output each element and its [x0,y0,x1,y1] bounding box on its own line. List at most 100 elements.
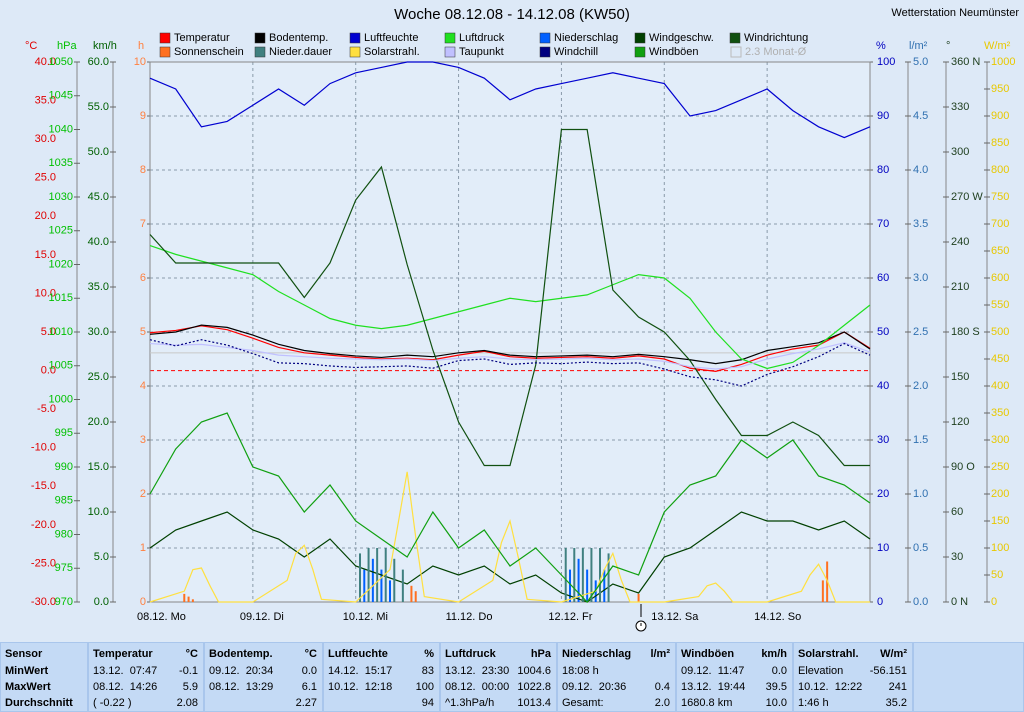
bar [573,548,576,602]
table-row-label: Durchschnitt [5,697,73,709]
table-cell-value: 0.0 [772,665,787,677]
y-tick-label: 30 [877,434,889,446]
table-cell-text: 08.12. 14:26 [93,681,157,693]
table-header: Luftfeuchte [328,648,388,660]
table-cell [914,643,1023,711]
y-tick-label: 550 [991,299,1009,311]
legend-label: Temperatur [174,32,230,44]
legend-label: Solarstrahl. [364,46,420,58]
bar [414,591,417,602]
y-tick-label: 995 [55,427,73,439]
y-tick-label: 50.0 [88,146,109,158]
y-tick-label: 40.0 [35,56,56,68]
y-tick-label: 350 [991,407,1009,419]
table-cell-value: 241 [889,681,907,693]
y-tick-label: 10.0 [35,287,56,299]
y-tick-label: 1040 [49,123,73,135]
y-tick-label: 0.0 [94,596,109,608]
y-tick-label: 0 [991,596,997,608]
table-cell-value: 0.0 [302,665,317,677]
series-line [149,325,871,372]
y-tick-label: 950 [991,83,1009,95]
axis-unit: h [138,40,144,52]
table-unit: l/m² [650,648,670,660]
bar [569,569,571,602]
table-cell-text: 09.12. 20:34 [209,665,273,677]
y-tick-label: 50 [991,569,1003,581]
y-tick-label: 1.0 [913,488,928,500]
y-tick-label: 1045 [49,90,73,102]
table-cell [441,643,556,711]
y-tick-label: 4.5 [913,110,928,122]
legend-swatch [159,46,171,58]
x-tick-label: 09.12. Di [240,611,284,623]
table-header: Temperatur [93,648,153,660]
legend-swatch [539,32,551,44]
y-tick-label: 240 [951,236,969,248]
y-tick-label: 270 W [951,191,983,203]
y-tick-label: 650 [991,245,1009,257]
y-tick-label: 800 [991,164,1009,176]
table-cell-value: 5.9 [183,681,198,693]
y-tick-label: 3.5 [913,218,928,230]
table-cell-text: 10.12. 12:22 [798,681,862,693]
table-cell-text: 13.12. 23:30 [445,665,509,677]
y-tick-label: 700 [991,218,1009,230]
table-cell-value: 100 [416,681,434,693]
table-cell-value: 35.2 [886,697,907,709]
y-tick-label: 60 [877,272,889,284]
table-unit: % [424,648,434,660]
bar [367,548,370,602]
series-line [149,61,871,139]
legend-label: Windgeschw. [649,32,714,44]
y-tick-label: 25.0 [88,371,109,383]
y-tick-label: 5.0 [41,326,56,338]
bar [384,548,387,602]
plot-frame [149,61,871,603]
y-tick-label: 1000 [991,56,1015,68]
bar [183,593,186,602]
y-tick-label: 2 [140,488,146,500]
bar [821,580,824,602]
table-cell-text: 13.12. 07:47 [93,665,157,677]
y-tick-label: 4 [140,380,146,392]
x-tick-label: 14.12. So [754,611,801,623]
y-tick-label: 975 [55,562,73,574]
table-cell [677,643,792,711]
y-tick-label: 200 [991,488,1009,500]
series-line [149,342,871,370]
table-cell-text: Elevation [798,665,843,677]
y-tick-label: 150 [991,515,1009,527]
legend-swatch [539,46,551,58]
y-tick-label: 1 [140,542,146,554]
y-tick-label: 25.0 [35,172,56,184]
y-tick-label: 20.0 [88,416,109,428]
bar [410,585,413,602]
y-tick-label: 4.0 [913,164,928,176]
y-tick-label: 30 [951,551,963,563]
y-tick-label: 1050 [49,56,73,68]
y-tick-label: 980 [55,528,73,540]
axis-unit: ° [946,40,950,52]
y-tick-label: 970 [55,596,73,608]
y-tick-label: 30.0 [88,326,109,338]
y-tick-label: 5 [140,326,146,338]
y-tick-label: 90 O [951,461,975,473]
legend-swatch [444,32,456,44]
y-tick-label: -5.0 [37,403,56,415]
table-cell-text: 09.12. 20:36 [562,681,626,693]
y-tick-label: 250 [991,461,1009,473]
y-tick-label: 5.0 [913,56,928,68]
bar [376,548,379,602]
bar [191,599,194,602]
table-cell-value: 1004.6 [517,665,551,677]
y-tick-label: 1015 [49,292,73,304]
legend-swatch [729,32,741,44]
bar [359,553,361,602]
y-tick-label: 6 [140,272,146,284]
y-tick-label: 990 [55,461,73,473]
bar [363,569,366,602]
axis-unit: hPa [57,40,77,52]
table-header: Sensor [5,648,43,660]
table-cell-text: 08.12. 00:00 [445,681,509,693]
